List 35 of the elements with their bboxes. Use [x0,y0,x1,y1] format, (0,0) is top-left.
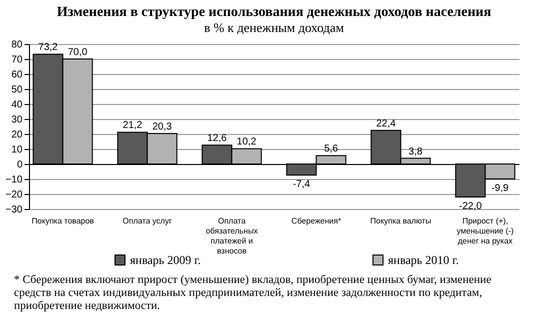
y-tick-label: 0 [16,160,23,170]
y-tick-label: 70 [11,54,23,66]
x-tick-label: Покупка товаров [32,216,94,226]
y-tick-label: −20 [6,190,23,200]
y-tick-label: 10 [11,144,23,156]
chart-subtitle: в % к денежным доходам [204,20,344,35]
y-tick-label: 60 [11,70,23,80]
y-tick-label: 50 [11,84,23,96]
data-label: 22,4 [376,118,396,130]
y-tick-label: 30 [11,114,23,126]
data-label: 20,3 [152,122,172,133]
y-tick-label: 20 [11,130,23,140]
x-tick-label: Прирост (+), уменьшение (-) денег на руках [456,216,514,246]
data-label: -7,4 [292,179,311,190]
data-label: -22,0 [459,201,482,212]
text: * Сбережения включают прирост (уменьшение) вкладов, приобретение ценных бумаг, изменение средств на счетах индивидуальных предпринимателей, изменение задолженности по кредитам, приобретение недвижимости. [14,274,492,312]
y-tick-label: −10 [6,174,23,186]
legend-label: январь 2009 г. [130,253,201,267]
chart-title: Изменения в структуре использования денежных доходов населения [56,5,492,20]
y-tick-label: 40 [11,100,23,110]
legend-label: январь 2010 г. [388,253,459,267]
data-label: 21,2 [122,120,143,132]
data-label: 3,8 [408,146,423,158]
x-tick-label: Покупка валюты [370,216,432,226]
data-label: 73,2 [38,42,58,54]
data-label: 70,0 [68,47,88,58]
data-label: 10,2 [236,136,257,148]
y-tick-label: 80 [11,40,23,50]
x-tick-label: Оплата обязательных платежей и взносов [206,216,258,256]
y-tick-label: −30 [6,204,23,216]
x-tick-label: Оплата услуг [122,216,172,226]
x-tick-label: Сбережения* [291,216,342,226]
data-label: 5,6 [324,144,338,155]
data-label: -9,9 [491,182,510,194]
data-label: 12,6 [207,133,228,144]
